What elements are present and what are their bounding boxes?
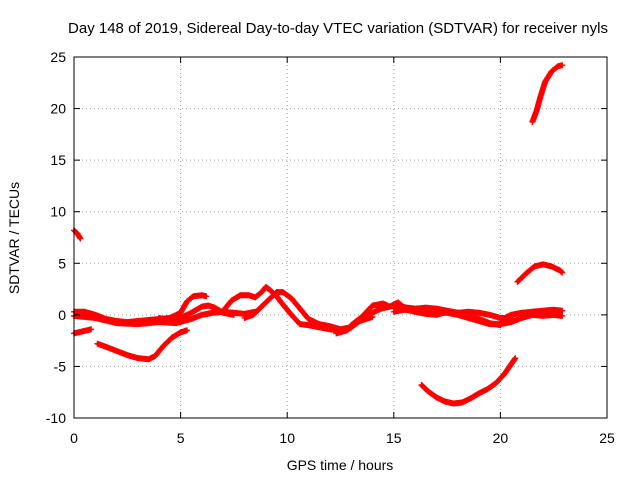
data-point-marker — [88, 326, 95, 333]
plot-frame — [73, 56, 608, 419]
data-point-marker — [203, 293, 210, 300]
data-layer — [71, 62, 566, 407]
y-tick-label: -10 — [46, 410, 66, 426]
series-arc-15 — [514, 261, 566, 285]
x-tick-label: 5 — [177, 430, 185, 446]
data-point-marker — [77, 235, 84, 242]
data-point-marker — [512, 355, 519, 362]
y-tick-label: 20 — [50, 101, 66, 117]
data-point-marker — [559, 269, 566, 276]
y-tick-label: 10 — [50, 204, 66, 220]
series-arc-11 — [390, 306, 515, 328]
data-point-marker — [559, 62, 566, 69]
data-point-marker — [559, 312, 566, 319]
y-axis-title: SDTVAR / TECUs — [6, 182, 22, 294]
series-arc-3 — [94, 327, 190, 363]
x-tick-label: 25 — [599, 430, 615, 446]
x-tick-label: 0 — [70, 430, 78, 446]
y-tick-label: 25 — [50, 49, 66, 65]
x-tick-label: 10 — [279, 430, 295, 446]
x-tick-label: 20 — [493, 430, 509, 446]
chart-title: Day 148 of 2019, Sidereal Day-to-day VTE… — [68, 20, 608, 37]
data-point-marker — [559, 307, 566, 314]
y-tick-label: -5 — [54, 358, 67, 374]
grid-layer — [74, 57, 607, 418]
x-axis-title: GPS time / hours — [287, 457, 394, 473]
y-tick-label: 0 — [58, 307, 66, 323]
series-arc-16 — [529, 62, 566, 125]
series-arc-13 — [497, 306, 566, 324]
x-tick-label: 15 — [386, 430, 402, 446]
data-point-marker — [230, 311, 237, 318]
series-arc-1 — [71, 227, 84, 242]
tick-layer: 0 5 10 15 20 25 -10 -5 0 5 10 15 20 25 — [46, 49, 615, 446]
y-tick-label: 15 — [50, 152, 66, 168]
series-arc-12 — [418, 355, 519, 407]
data-point-marker — [183, 327, 190, 334]
y-tick-label: 5 — [58, 255, 66, 271]
series-arc-14 — [508, 311, 566, 326]
